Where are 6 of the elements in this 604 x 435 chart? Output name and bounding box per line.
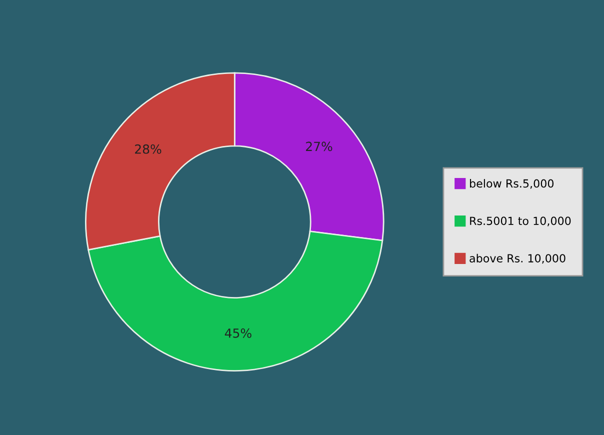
data-label: 28% bbox=[135, 144, 162, 154]
legend-label: above Rs. 10,000 bbox=[470, 254, 566, 264]
data-label: 45% bbox=[224, 328, 252, 338]
data-label: 27% bbox=[306, 142, 332, 152]
legend-label: Rs.5001 to 10,000 bbox=[470, 216, 571, 226]
legend-label: below Rs.5,000 bbox=[470, 179, 554, 189]
